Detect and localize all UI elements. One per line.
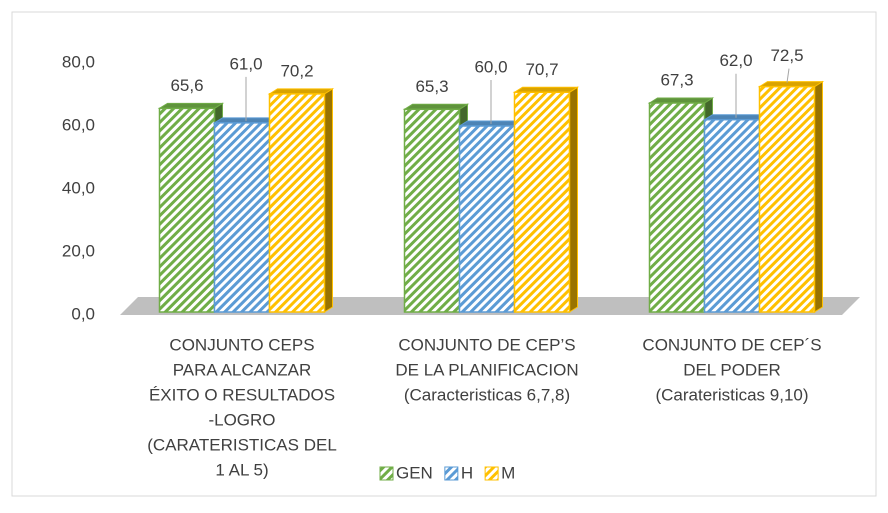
data-label: 70,2 — [280, 61, 313, 80]
data-label: 67,3 — [660, 70, 693, 89]
bar — [758, 85, 816, 313]
x-tick-label: DE LA PLANIFICACION — [395, 360, 578, 379]
x-tick-label: ÉXITO O RESULTADOS — [149, 385, 335, 404]
x-tick-label: DEL PODER — [683, 360, 781, 379]
x-tick-label: (Carateristicas 9,10) — [655, 385, 808, 404]
leader-line — [786, 68, 790, 83]
bar-side — [814, 80, 823, 313]
bar-top — [647, 97, 715, 104]
bar — [403, 108, 461, 313]
x-tick-label: (CARATERISTICAS DEL — [147, 435, 337, 454]
x-tick-label: CONJUNTO CEPS — [169, 335, 314, 354]
bar-side — [569, 86, 578, 313]
y-tick-label: 0,0 — [71, 304, 95, 323]
legend-label: H — [461, 463, 473, 482]
data-label: 62,0 — [719, 51, 752, 70]
bar — [513, 91, 571, 313]
y-tick-label: 80,0 — [62, 52, 95, 71]
y-tick-label: 40,0 — [62, 178, 95, 197]
bar — [268, 93, 326, 313]
y-tick-label: 20,0 — [62, 241, 95, 260]
data-label: 72,5 — [770, 46, 803, 65]
legend-swatch — [484, 466, 499, 481]
legend-swatch — [379, 466, 394, 481]
data-label: 65,3 — [415, 77, 448, 96]
bar — [458, 125, 516, 313]
data-label: 70,7 — [525, 60, 558, 79]
bar — [213, 122, 271, 313]
legend-label: M — [501, 463, 515, 482]
x-tick-label: CONJUNTO DE CEP´S — [642, 335, 821, 354]
bar — [703, 118, 761, 313]
bar-side — [324, 87, 333, 313]
x-tick-label: -LOGRO — [208, 410, 275, 429]
x-tick-label: PARA ALCANZAR — [173, 360, 312, 379]
legend-label: GEN — [396, 463, 433, 482]
y-tick-label: 60,0 — [62, 115, 95, 134]
data-label: 65,6 — [170, 76, 203, 95]
x-tick-label: 1 AL 5) — [215, 460, 268, 479]
bar — [158, 107, 216, 313]
legend-swatch — [444, 466, 459, 481]
bar — [648, 102, 706, 313]
x-tick-label: CONJUNTO DE CEP’S — [398, 335, 575, 354]
data-label: 60,0 — [474, 57, 507, 76]
x-tick-label: (Caracteristicas 6,7,8) — [404, 385, 570, 404]
data-label: 61,0 — [229, 54, 262, 73]
